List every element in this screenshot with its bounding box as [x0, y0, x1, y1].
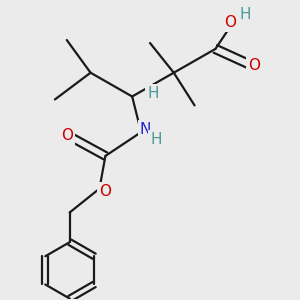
Text: H: H	[147, 86, 159, 101]
Text: H: H	[150, 132, 162, 147]
Text: O: O	[248, 58, 260, 73]
Text: H: H	[239, 7, 251, 22]
Text: N: N	[140, 122, 151, 137]
Text: O: O	[224, 15, 236, 30]
Text: O: O	[61, 128, 73, 142]
Text: O: O	[99, 184, 111, 199]
